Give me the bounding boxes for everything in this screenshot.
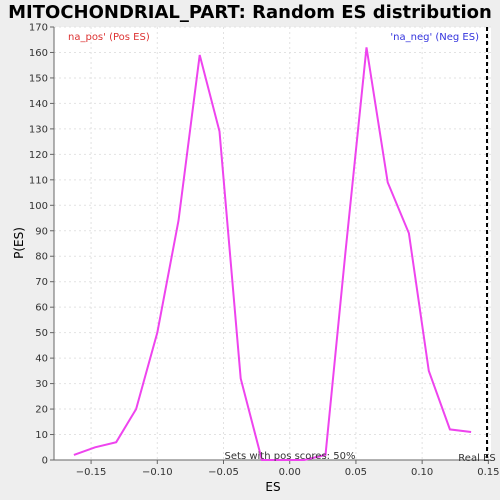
y-tick-label: 160 bbox=[29, 48, 48, 59]
y-tick-label: 0 bbox=[42, 456, 48, 467]
x-tick-label: 0.05 bbox=[345, 467, 367, 478]
x-tick-label: 0.10 bbox=[411, 467, 433, 478]
legend-neg-label: 'na_neg' (Neg ES) bbox=[390, 32, 479, 43]
chart-title: MITOCHONDRIAL_PART: Random ES distributi… bbox=[8, 2, 492, 23]
real-es-label: Real ES bbox=[458, 453, 495, 464]
y-tick-label: 90 bbox=[35, 226, 48, 237]
y-tick-label: 70 bbox=[35, 277, 48, 288]
y-tick-label: 10 bbox=[35, 430, 48, 441]
es-distribution-line bbox=[73, 47, 472, 461]
x-tick-label: −0.10 bbox=[142, 467, 173, 478]
x-tick-label: −0.15 bbox=[76, 467, 107, 478]
grid bbox=[54, 26, 491, 460]
y-tick-label: 170 bbox=[29, 23, 48, 34]
y-tick-label: 130 bbox=[29, 124, 48, 135]
x-axis-label: ES bbox=[265, 480, 280, 494]
y-tick-label: 60 bbox=[35, 303, 48, 314]
x-tick-label: 0.15 bbox=[477, 467, 499, 478]
y-tick-label: 80 bbox=[35, 252, 48, 263]
plot-area bbox=[54, 27, 491, 460]
y-tick-label: 150 bbox=[29, 73, 48, 84]
y-axis-label: P(ES) bbox=[12, 227, 26, 259]
y-tick-label: 40 bbox=[35, 354, 48, 365]
y-tick-label: 110 bbox=[29, 175, 48, 186]
y-tick-label: 20 bbox=[35, 405, 48, 416]
pos-scores-annotation: Sets with pos scores: 50% bbox=[225, 451, 356, 462]
ticks: 0 10 20 30 40 50 60 70 80 90 100 110 120 130 140 150 160… bbox=[29, 23, 500, 479]
legend-pos-label: na_pos' (Pos ES) bbox=[68, 32, 150, 43]
x-tick-label: −0.05 bbox=[208, 467, 239, 478]
y-tick-label: 30 bbox=[35, 379, 48, 390]
y-tick-label: 140 bbox=[29, 99, 48, 110]
y-tick-label: 50 bbox=[35, 328, 48, 339]
y-tick-label: 100 bbox=[29, 201, 48, 212]
y-tick-label: 120 bbox=[29, 150, 48, 161]
x-tick-label: 0.00 bbox=[279, 467, 301, 478]
